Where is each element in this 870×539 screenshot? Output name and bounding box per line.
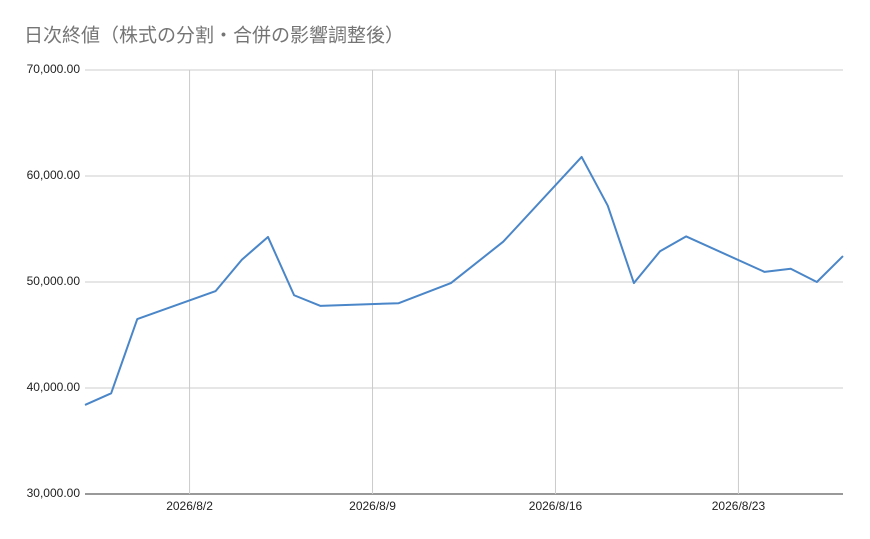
x-tick-label: 2026/8/2 — [166, 499, 213, 513]
x-tick-label: 2026/8/9 — [349, 499, 396, 513]
x-tick-label: 2026/8/16 — [529, 499, 583, 513]
y-tick-label: 30,000.00 — [27, 486, 81, 500]
line-series — [84, 155, 844, 406]
chart-title: 日次終値（株式の分割・合併の影響調整後） — [24, 25, 404, 47]
y-tick-label: 70,000.00 — [27, 62, 81, 76]
y-tick-label: 50,000.00 — [27, 274, 81, 288]
x-tick-label: 2026/8/23 — [712, 499, 766, 513]
y-tick-label: 60,000.00 — [27, 168, 81, 182]
y-tick-label: 40,000.00 — [27, 380, 81, 394]
